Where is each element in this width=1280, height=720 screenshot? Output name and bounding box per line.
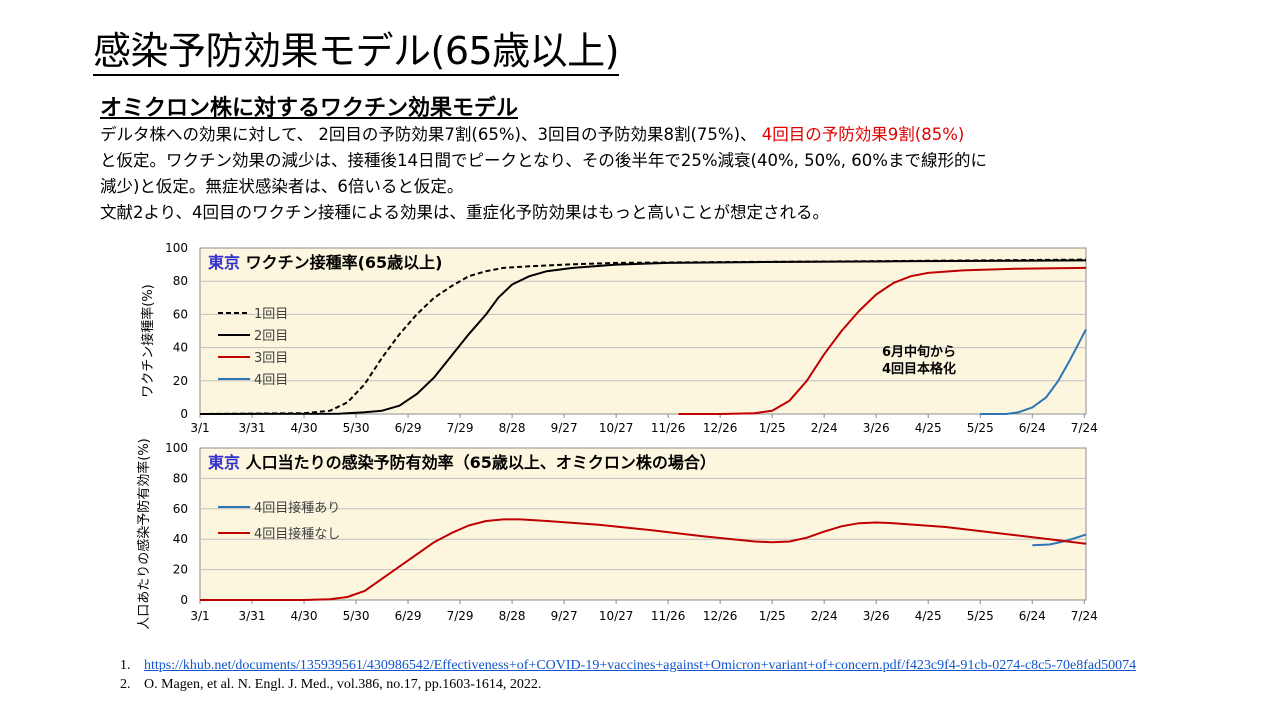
chart2-x-tick-label: 5/25 — [967, 609, 994, 623]
chart1-x-tick-label: 5/30 — [343, 421, 370, 435]
chart2-x-tick-label: 7/24 — [1071, 609, 1098, 623]
chart2-title-city: 東京 — [208, 453, 246, 472]
chart1-title-city: 東京 — [208, 253, 246, 272]
chart1-x-tick-label: 11/26 — [651, 421, 686, 435]
chart2-series-line-1 — [1032, 533, 1087, 547]
chart1-x-tick-label: 7/29 — [447, 421, 474, 435]
chart1-title-text: ワクチン接種率(65歳以上) — [246, 253, 443, 272]
chart2-y-tick-label: 60 — [173, 502, 188, 516]
chart1-x-tick-label: 1/25 — [759, 421, 786, 435]
chart2-title-text: 人口当たりの感染予防有効率（65歳以上、オミクロン株の場合） — [246, 453, 716, 472]
chart1-x-tick-label: 8/28 — [499, 421, 526, 435]
slide-title: 感染予防効果モデル(65歳以上) — [93, 28, 620, 76]
chart2-y-tick-label: 40 — [173, 532, 188, 546]
reference-1: 1. https://khub.net/documents/135939561/… — [120, 656, 1240, 675]
chart1-y-axis-label: ワクチン接種率(%) — [140, 284, 156, 398]
chart1-legend-label-2: 2回目 — [254, 329, 288, 344]
chart1-legend-label-3: 3回目 — [254, 351, 288, 366]
chart1-y-tick-label: 100 — [165, 241, 188, 255]
reference-2-text: O. Magen, et al. N. Engl. J. Med., vol.3… — [144, 677, 542, 692]
description-line-2: と仮定。ワクチン効果の減少は、接種後14日間でピークとなり、その後半年で25%減… — [100, 151, 987, 170]
chart1-series-line-4 — [980, 328, 1087, 415]
chart2-x-tick-label: 8/28 — [499, 609, 526, 623]
chart2-y-tick-label: 0 — [180, 593, 188, 607]
description-line-1a: デルタ株への効果に対して、 2回目の予防効果7割(65%)、3回目の予防効果8割… — [100, 125, 762, 144]
chart2-y-tick-label: 100 — [165, 441, 188, 455]
chart2-x-tick-label: 3/1 — [190, 609, 209, 623]
chart2-plot-area — [199, 447, 1087, 601]
description-line-3: 減少)と仮定。無症状感染者は、6倍いると仮定。 — [100, 177, 464, 196]
chart2-x-tick-label: 7/29 — [447, 609, 474, 623]
chart1-y-tick-label: 80 — [173, 274, 188, 288]
chart1-x-tick-label: 5/25 — [967, 421, 994, 435]
chart2-x-tick-label: 6/29 — [395, 609, 422, 623]
chart2-legend-label-2: 4回目接種なし — [254, 526, 340, 542]
reference-1-link[interactable]: https://khub.net/documents/135939561/430… — [144, 658, 1137, 673]
chart1-x-tick-label: 3/1 — [190, 421, 209, 435]
chart1-y-tick-label: 60 — [173, 307, 188, 321]
chart1-x-tick-label: 12/26 — [703, 421, 738, 435]
reference-2-number: 2. — [120, 677, 131, 692]
chart1-x-tick-label: 6/29 — [395, 421, 422, 435]
chart1-x-tick-label: 3/26 — [863, 421, 890, 435]
chart1-y-tick-label: 20 — [173, 374, 188, 388]
chart1-series-line-1 — [199, 258, 1087, 415]
chart2-x-tick-label: 2/24 — [811, 609, 838, 623]
chart2-x-tick-label: 6/24 — [1019, 609, 1046, 623]
chart1-x-tick-label: 3/31 — [239, 421, 266, 435]
chart2-x-tick-label: 1/25 — [759, 609, 786, 623]
chart1-title: 東京 ワクチン接種率(65歳以上) — [208, 253, 442, 272]
description-text: デルタ株への効果に対して、 2回目の予防効果7割(65%)、3回目の予防効果8割… — [100, 122, 1180, 226]
chart2-x-tick-label: 9/27 — [551, 609, 578, 623]
slide-subtitle: オミクロン株に対するワクチン効果モデル — [100, 96, 519, 121]
chart2-x-tick-label: 5/30 — [343, 609, 370, 623]
chart1-y-tick-label: 0 — [180, 407, 188, 421]
chart1-x-tick-label: 6/24 — [1019, 421, 1046, 435]
chart1-annotation-line-1: 6月中旬から — [882, 344, 956, 360]
chart2-x-tick-label: 3/26 — [863, 609, 890, 623]
references: 1. https://khub.net/documents/135939561/… — [120, 656, 1240, 694]
chart1-series-line-3 — [678, 266, 1087, 415]
chart2-x-tick-label: 4/30 — [291, 609, 318, 623]
description-line-1: デルタ株への効果に対して、 2回目の予防効果7割(65%)、3回目の予防効果8割… — [100, 122, 1180, 148]
chart1-series-line-2 — [199, 259, 1087, 415]
chart1-x-tick-label: 7/24 — [1071, 421, 1098, 435]
chart2-legend-label-1: 4回目接種あり — [254, 500, 340, 516]
chart2-x-tick-label: 12/26 — [703, 609, 738, 623]
chart1-x-tick-label: 4/30 — [291, 421, 318, 435]
chart2-x-tick-label: 11/26 — [651, 609, 686, 623]
chart1-x-tick-label: 9/27 — [551, 421, 578, 435]
chart2-y-tick-label: 80 — [173, 471, 188, 485]
chart2-y-axis-label: 人口あたりの感染予防有効率(%) — [136, 438, 152, 630]
chart1-plot-area — [199, 247, 1087, 415]
chart1-x-tick-label: 10/27 — [599, 421, 634, 435]
chart1-y-tick-label: 40 — [173, 341, 188, 355]
chart2-series-line-2 — [200, 518, 1087, 601]
chart2-x-tick-label: 4/25 — [915, 609, 942, 623]
chart1-x-tick-label: 4/25 — [915, 421, 942, 435]
chart1-x-tick-label: 2/24 — [811, 421, 838, 435]
chart2-title: 東京 人口当たりの感染予防有効率（65歳以上、オミクロン株の場合） — [208, 453, 716, 472]
reference-1-number: 1. — [120, 658, 131, 673]
chart2-y-tick-label: 20 — [173, 563, 188, 577]
chart1-annotation-line-2: 4回目本格化 — [882, 361, 956, 377]
chart2-x-tick-label: 3/31 — [239, 609, 266, 623]
chart1-legend-label-4: 4回目 — [254, 373, 288, 388]
description-line-4: 文献2より、4回目のワクチン接種による効果は、重症化予防効果はもっと高いことが想… — [100, 203, 830, 222]
chart2-x-tick-label: 10/27 — [599, 609, 634, 623]
chart1-legend-label-1: 1回目 — [254, 307, 288, 322]
description-line-1b: 4回目の予防効果9割(85%) — [761, 125, 965, 144]
reference-2: 2. O. Magen, et al. N. Engl. J. Med., vo… — [120, 675, 1240, 694]
